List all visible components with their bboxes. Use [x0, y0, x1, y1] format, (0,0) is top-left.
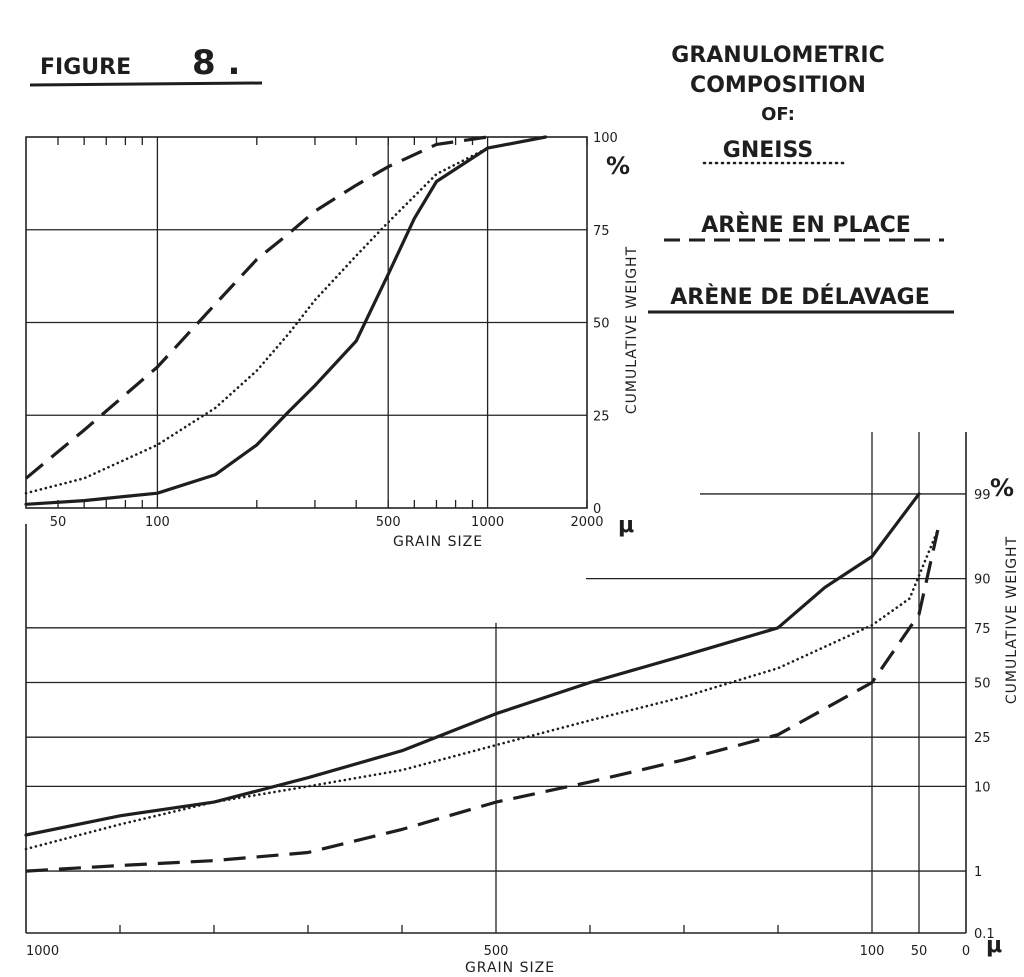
top-series-gneiss	[24, 135, 548, 495]
top-x-tick-label: 500	[376, 515, 401, 530]
legend-label-gneiss: GNEISS	[723, 138, 813, 163]
bottom-series-arene-de-delavage	[24, 492, 921, 837]
bottom-y-tick-label: 75	[974, 622, 991, 637]
top-chart-grid	[25, 136, 588, 509]
bottom-y-tick-label: 90	[974, 573, 991, 588]
bottom-y-tick-label: 10	[974, 780, 991, 795]
top-y-unit: %	[606, 152, 630, 180]
top-x-unit: μ	[618, 513, 634, 538]
top-y-tick-label: 100	[593, 131, 618, 146]
bottom-y-tick-label: 1	[974, 865, 982, 880]
bottom-y-tick-label: 0.1	[974, 927, 995, 942]
title-line-2: COMPOSITION	[690, 73, 866, 98]
bottom-series-arene-en-place	[25, 529, 940, 873]
top-y-tick-label: 75	[593, 224, 610, 239]
figure-underline	[29, 81, 263, 87]
legend-label-arene-en-place: ARÈNE EN PLACE	[701, 212, 911, 238]
bottom-y-unit: %	[990, 474, 1014, 502]
bottom-x-tick-label: 100	[860, 944, 885, 959]
bottom-y-tick-label: 99	[974, 488, 991, 503]
top-y-tick-label: 25	[593, 409, 610, 424]
top-x-tick-label: 50	[50, 515, 67, 530]
top-y-tick-label: 50	[593, 317, 610, 332]
bottom-y-tick-label: 50	[974, 677, 991, 692]
figure-label: FIGURE	[40, 55, 131, 80]
bottom-series-gneiss	[24, 528, 940, 851]
legend-label-arene-de-delavage: ARÈNE DE DÉLAVAGE	[670, 284, 930, 310]
top-x-tick-label: 2000	[570, 515, 603, 530]
bottom-x-tick-label: 1000	[26, 944, 59, 959]
top-x-tick-label: 100	[145, 515, 170, 530]
top-x-axis-label: GRAIN SIZE	[393, 534, 483, 550]
bottom-y-tick-label: 25	[974, 731, 991, 746]
top-series-arene-en-place	[24, 135, 488, 480]
figure-number: 8 .	[192, 43, 240, 83]
bottom-y-axis-label: CUMULATIVE WEIGHT	[1004, 536, 1020, 704]
top-y-tick-label: 0	[593, 502, 601, 517]
bottom-x-tick-label: 500	[484, 944, 509, 959]
title-line-1: GRANULOMETRIC	[671, 43, 884, 68]
bottom-x-axis-label: GRAIN SIZE	[465, 960, 555, 976]
bottom-x-tick-label: 50	[911, 944, 928, 959]
top-chart-series	[24, 135, 548, 506]
title-line-3: OF:	[761, 104, 795, 125]
top-y-axis-label: CUMULATIVE WEIGHT	[624, 246, 640, 414]
bottom-x-unit: μ	[986, 933, 1002, 958]
bottom-x-tick-label: 0	[962, 944, 970, 959]
top-x-tick-label: 1000	[471, 515, 504, 530]
bottom-chart-series	[24, 492, 940, 873]
top-series-arene-de-delavage	[24, 135, 548, 506]
bottom-chart-grid	[25, 432, 967, 934]
